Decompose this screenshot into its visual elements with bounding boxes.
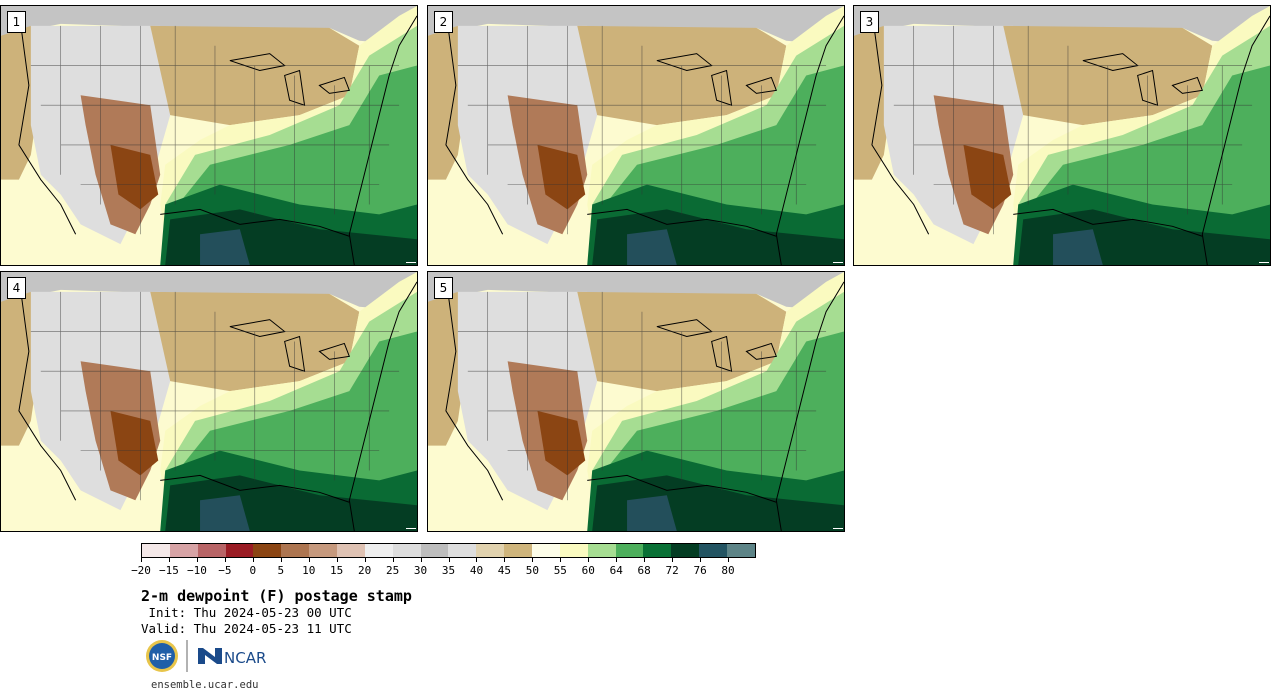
colorbar-tick-label: 35 — [441, 564, 456, 577]
corner-mark — [833, 262, 843, 263]
colorbar-tick-label: 45 — [497, 564, 512, 577]
colorbar-tick-label: 25 — [385, 564, 400, 577]
colorbar-swatch — [671, 544, 700, 557]
colorbar-tick-label: −20 — [131, 564, 151, 577]
colorbar-swatch — [532, 544, 560, 557]
colorbar-tick — [532, 557, 534, 562]
colorbar-tick — [196, 557, 198, 562]
colorbar-swatch — [615, 544, 644, 557]
colorbar — [141, 543, 756, 558]
colorbar-tick-label: −15 — [159, 564, 179, 577]
colorbar-tick-label: 20 — [358, 564, 372, 577]
colorbar-swatch — [476, 544, 505, 557]
colorbar-tick — [336, 557, 338, 562]
panel-number: 1 — [7, 11, 26, 33]
colorbar-tick-label: −5 — [218, 564, 232, 577]
colorbar-tick-label: 64 — [609, 564, 623, 577]
colorbar-tick — [252, 557, 254, 562]
colorbar-tick-label: 72 — [665, 564, 679, 577]
map-panel-4[interactable]: 4 — [0, 271, 418, 532]
colorbar-swatch — [281, 544, 310, 557]
colorbar-tick-label: 76 — [693, 564, 707, 577]
colorbar-tick — [560, 557, 562, 562]
colorbar-tick — [280, 557, 282, 562]
colorbar-tick — [308, 557, 310, 562]
dewpoint-map — [1, 6, 417, 265]
colorbar-tick — [728, 557, 730, 562]
nsf-logo-text: NSF — [152, 653, 172, 663]
colorbar-swatch — [587, 544, 616, 557]
colorbar-swatch — [504, 544, 533, 557]
figure-title: 2-m dewpoint (F) postage stamp — [141, 587, 412, 605]
colorbar-tick-label: 55 — [553, 564, 567, 577]
colorbar-tick — [504, 557, 506, 562]
colorbar-swatch — [364, 544, 393, 557]
colorbar-tick — [224, 557, 226, 562]
colorbar-swatch — [225, 544, 254, 557]
colorbar-tick-label: 10 — [302, 564, 316, 577]
colorbar-tick — [364, 557, 366, 562]
colorbar-tick-label: 5 — [277, 564, 285, 577]
colorbar-tick-label: 15 — [330, 564, 344, 577]
panel-number: 5 — [434, 277, 453, 299]
dewpoint-map — [428, 6, 844, 265]
colorbar-swatch — [727, 544, 755, 557]
colorbar-tick — [616, 557, 618, 562]
colorbar-tick-label: 0 — [249, 564, 257, 577]
map-panel-1[interactable]: 1 — [0, 5, 418, 266]
colorbar-swatch — [197, 544, 226, 557]
site-url[interactable]: ensemble.ucar.edu — [151, 679, 259, 691]
init-time: Init: Thu 2024-05-23 00 UTC — [141, 605, 352, 620]
map-panel-2[interactable]: 2 — [427, 5, 845, 266]
colorbar-ticks: −20 −15 −10 −5 0 5 10 15 20 25 30 35 40 45 50 55 60 64 68 7… — [131, 557, 756, 579]
corner-mark — [406, 262, 416, 263]
ncar-logo: NCAR — [198, 648, 266, 667]
corner-mark — [833, 528, 843, 529]
colorbar-tick — [141, 557, 142, 562]
colorbar-swatch — [309, 544, 338, 557]
panel-number: 2 — [434, 11, 453, 33]
dewpoint-map — [1, 272, 417, 531]
colorbar-tick-label: 80 — [721, 564, 735, 577]
colorbar-tick — [420, 557, 422, 562]
colorbar-swatch — [253, 544, 282, 557]
colorbar-tick — [448, 557, 450, 562]
colorbar-tick — [700, 557, 702, 562]
colorbar-tick-label: 50 — [525, 564, 539, 577]
colorbar-tick — [476, 557, 478, 562]
colorbar-tick — [644, 557, 646, 562]
map-panel-3[interactable]: 3 — [853, 5, 1271, 266]
colorbar-tick-label: 40 — [469, 564, 484, 577]
colorbar-swatch — [559, 544, 588, 557]
colorbar-swatch — [643, 544, 672, 557]
panel-number: 4 — [7, 277, 26, 299]
map-panel-5[interactable]: 5 — [427, 271, 845, 532]
corner-mark — [1259, 262, 1269, 263]
nsf-logo: NSF — [146, 640, 178, 672]
panel-number: 3 — [860, 11, 879, 33]
colorbar-tick-label: −10 — [186, 564, 207, 577]
corner-mark — [406, 528, 416, 529]
ncar-logo-text: NCAR — [224, 649, 266, 667]
logos: NSF NCAR — [145, 638, 275, 678]
colorbar-tick-label: 68 — [637, 564, 651, 577]
colorbar-tick — [168, 557, 170, 562]
colorbar-tick-label: 60 — [581, 564, 595, 577]
colorbar-swatch — [169, 544, 198, 557]
dewpoint-map — [854, 6, 1270, 265]
colorbar-swatch — [448, 544, 477, 557]
colorbar-tick — [588, 557, 590, 562]
colorbar-tick — [392, 557, 394, 562]
colorbar-swatch — [392, 544, 421, 557]
colorbar-tick-label: 30 — [413, 564, 428, 577]
valid-time: Valid: Thu 2024-05-23 11 UTC — [141, 621, 352, 636]
colorbar-swatch — [699, 544, 728, 557]
colorbar-swatch — [142, 544, 170, 557]
dewpoint-map — [428, 272, 844, 531]
colorbar-tick — [672, 557, 674, 562]
colorbar-swatch — [420, 544, 449, 557]
colorbar-swatch — [337, 544, 365, 557]
